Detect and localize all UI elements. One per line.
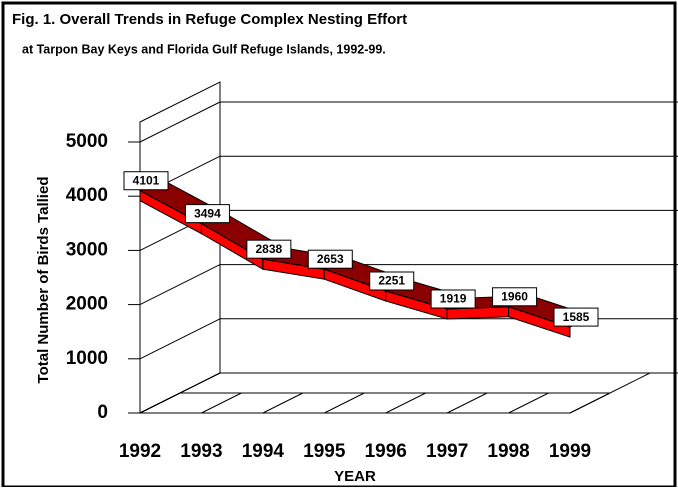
x-tick-label: 1996 [365, 441, 407, 462]
x-tick [385, 392, 426, 414]
x-tick-label: 1995 [303, 441, 346, 462]
y-tick-label: 5000 [66, 131, 108, 152]
x-tick-label: 1999 [549, 441, 591, 462]
x-tick [324, 392, 365, 414]
x-tick [262, 392, 304, 414]
value-label: 2653 [317, 252, 344, 266]
y-tick-label: 1000 [66, 348, 108, 369]
value-label: 2251 [378, 274, 405, 288]
x-tick [446, 392, 488, 414]
chart-subtitle: at Tarpon Bay Keys and Florida Gulf Refu… [22, 42, 386, 56]
value-label-box [369, 271, 415, 291]
value-label-box [430, 289, 476, 309]
value-label: 1960 [501, 289, 528, 303]
y-tick-label: 2000 [66, 294, 108, 315]
grid-line [139, 318, 221, 360]
value-label-box [184, 204, 230, 224]
back-wall [219, 82, 678, 374]
value-label: 4101 [133, 173, 160, 187]
y-tick-label: 0 [97, 402, 108, 423]
x-axis-title: YEAR [334, 468, 376, 485]
x-tick [508, 392, 549, 414]
value-label-box [123, 171, 169, 191]
y-axis-title: Total Number of Birds Tallied [35, 177, 52, 384]
x-tick [139, 392, 181, 414]
value-label-box [246, 239, 292, 259]
x-tick-label: 1997 [426, 441, 468, 462]
grid-line [139, 101, 221, 143]
x-tick-label: 1998 [487, 441, 529, 462]
x-tick [201, 392, 242, 414]
x-tick-label: 1992 [119, 441, 161, 462]
grid-line [139, 264, 221, 306]
value-label-box [553, 307, 599, 327]
y-tick-label: 3000 [66, 239, 108, 260]
value-label: 3494 [194, 206, 221, 220]
value-label: 1919 [440, 292, 467, 306]
x-tick-label: 1994 [242, 441, 285, 462]
y-tick-label: 4000 [66, 185, 108, 206]
value-label-box [307, 249, 353, 269]
chart-title: Fig. 1. Overall Trends in Refuge Complex… [12, 11, 407, 28]
ribbon-line [139, 190, 571, 328]
value-label: 2838 [256, 242, 283, 256]
x-tick [569, 392, 611, 414]
x-tick-label: 1993 [180, 441, 222, 462]
value-label-box [492, 287, 538, 307]
value-label: 1585 [563, 310, 590, 324]
side-wall [139, 81, 221, 414]
